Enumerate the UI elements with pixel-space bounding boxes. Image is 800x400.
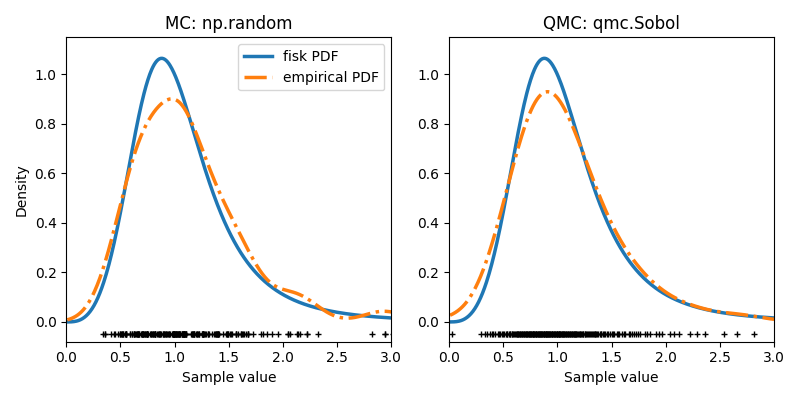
empirical PDF — [638, 270, 648, 275]
empirical PDF — [256, 269, 266, 274]
fisk PDF — [446, 320, 455, 324]
fisk PDF — [217, 213, 226, 218]
fisk PDF — [157, 56, 166, 61]
fisk PDF — [238, 254, 248, 259]
fisk PDF — [600, 213, 610, 218]
fisk PDF — [602, 218, 611, 223]
fisk PDF — [219, 218, 229, 223]
empirical PDF — [622, 247, 631, 252]
fisk PDF — [762, 315, 772, 320]
fisk PDF — [329, 309, 338, 314]
fisk PDF — [379, 315, 389, 320]
empirical PDF — [770, 317, 779, 322]
empirical PDF — [542, 89, 552, 94]
empirical PDF — [219, 199, 229, 204]
fisk PDF — [386, 316, 396, 320]
empirical PDF — [446, 313, 455, 318]
fisk PDF — [256, 275, 266, 280]
empirical PDF — [711, 309, 721, 314]
X-axis label: Sample value: Sample value — [182, 371, 276, 385]
fisk PDF — [638, 275, 648, 280]
fisk PDF — [622, 254, 631, 259]
empirical PDF — [379, 309, 389, 314]
empirical PDF — [329, 313, 338, 318]
Line: fisk PDF: fisk PDF — [450, 58, 774, 322]
fisk PDF — [770, 316, 779, 320]
Y-axis label: Density: Density — [15, 163, 29, 216]
empirical PDF — [600, 206, 610, 210]
fisk PDF — [711, 309, 721, 314]
Legend: fisk PDF, empirical PDF: fisk PDF, empirical PDF — [238, 44, 384, 90]
Title: MC: np.random: MC: np.random — [165, 15, 293, 33]
empirical PDF — [167, 96, 177, 101]
empirical PDF — [386, 310, 396, 314]
empirical PDF — [602, 210, 611, 215]
empirical PDF — [217, 195, 226, 200]
Line: empirical PDF: empirical PDF — [450, 92, 774, 319]
fisk PDF — [62, 320, 72, 324]
X-axis label: Sample value: Sample value — [564, 371, 658, 385]
Title: QMC: qmc.Sobol: QMC: qmc.Sobol — [543, 15, 680, 33]
empirical PDF — [62, 318, 72, 322]
empirical PDF — [762, 316, 772, 321]
fisk PDF — [539, 56, 549, 61]
empirical PDF — [238, 238, 248, 243]
Line: fisk PDF: fisk PDF — [67, 58, 391, 322]
Line: empirical PDF: empirical PDF — [67, 99, 391, 320]
